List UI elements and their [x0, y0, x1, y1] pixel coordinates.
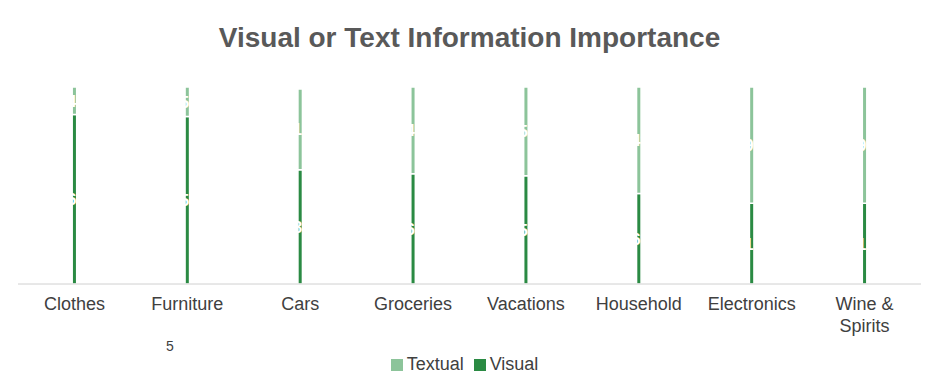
svg-text:Wine &Spirits: Wine &Spirits [836, 294, 894, 336]
svg-text:58%: 58% [283, 218, 317, 237]
html-text:Visual: Visual [489, 354, 539, 374]
svg-text:Furniture: Furniture [151, 294, 223, 314]
svg-text:55%: 55% [509, 221, 543, 240]
html-text:Visual or Text Information Imp: Visual or Text Information Importance [218, 22, 721, 53]
svg-text:14%: 14% [57, 92, 91, 111]
svg-text:Household: Household [596, 294, 682, 314]
svg-text:15%: 15% [170, 93, 204, 112]
svg-text:Clothes: Clothes [44, 294, 105, 314]
html-text:Textual: Textual [406, 354, 464, 374]
svg-text:44%: 44% [396, 121, 430, 140]
svg-text:41%: 41% [848, 235, 882, 254]
html-text:5: 5 [166, 338, 174, 354]
svg-text:46%: 46% [622, 230, 656, 249]
svg-text:Vacations: Vacations [487, 294, 565, 314]
svg-text:Groceries: Groceries [374, 294, 452, 314]
svg-text:Cars: Cars [281, 294, 319, 314]
svg-text:59%: 59% [848, 136, 882, 155]
svg-text:Electronics: Electronics [708, 294, 796, 314]
svg-text:86%: 86% [57, 190, 91, 209]
svg-text:41%: 41% [735, 235, 769, 254]
svg-text:54%: 54% [622, 131, 656, 150]
svg-text:41%: 41% [283, 120, 317, 139]
svg-text:45%: 45% [509, 122, 543, 141]
svg-text:59%: 59% [735, 136, 769, 155]
svg-text:85%: 85% [170, 191, 204, 210]
svg-text:56%: 56% [396, 220, 430, 239]
